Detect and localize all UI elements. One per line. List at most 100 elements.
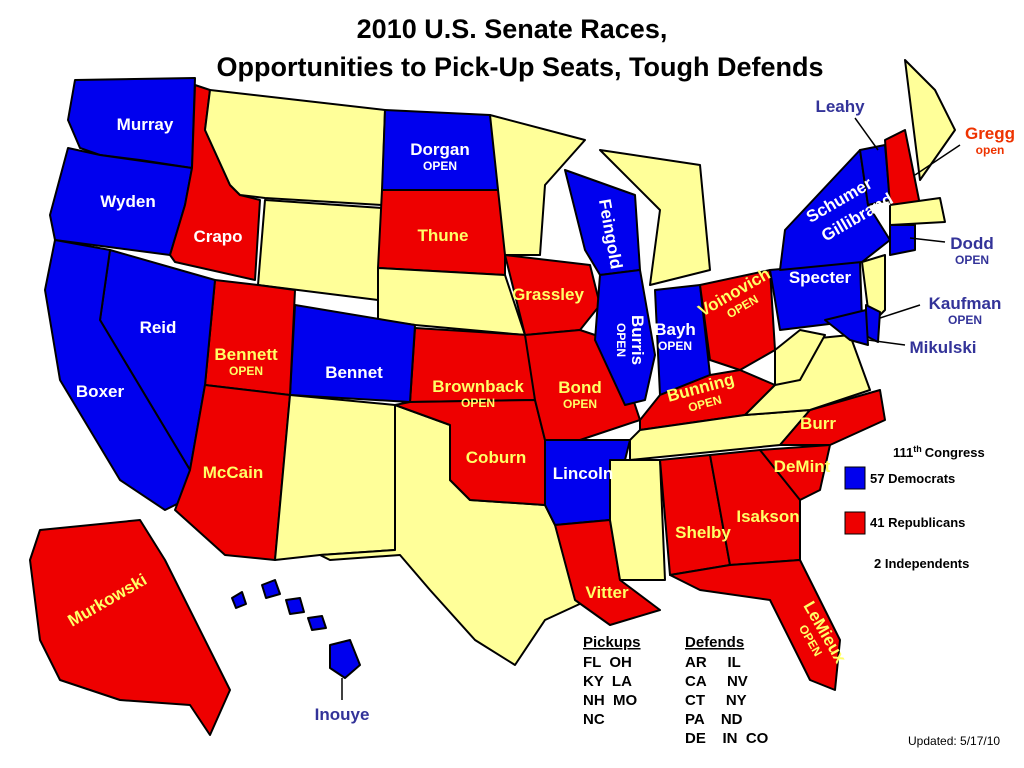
defend-row: PA ND — [685, 711, 743, 728]
legend-swatch — [844, 466, 866, 490]
leader-line — [854, 117, 879, 151]
senator-label: Reid — [140, 318, 177, 337]
senator-label: Vitter — [585, 583, 629, 602]
state — [489, 114, 586, 256]
leader-line — [879, 304, 921, 319]
defend-row: CT NY — [685, 692, 747, 709]
state — [759, 444, 831, 501]
legend-label: 57 Democrats — [870, 471, 955, 486]
title: Opportunities to Pick-Up Seats, Tough De… — [216, 52, 823, 82]
state — [779, 389, 886, 446]
senator-name: Isakson — [736, 507, 799, 526]
state — [889, 224, 916, 256]
congress-sup: th — [913, 444, 922, 454]
states — [29, 59, 956, 736]
senator-name: Coburn — [466, 448, 526, 467]
senator-label: Shelby — [675, 523, 731, 542]
state — [377, 267, 526, 336]
senator-label: Burr — [800, 414, 836, 433]
senator-status: OPEN — [229, 364, 263, 378]
senator-label: Murray — [117, 115, 174, 134]
senator-status: OPEN — [658, 339, 692, 353]
state — [231, 591, 247, 609]
congress: 111th Congress — [893, 444, 985, 460]
senator-label: Coburn — [466, 448, 526, 467]
pickup-row: KY LA — [583, 673, 632, 690]
state — [904, 59, 956, 181]
state — [669, 559, 841, 691]
senator-name: Dodd — [950, 234, 993, 253]
senator-name: Boxer — [76, 382, 125, 401]
state — [44, 239, 191, 511]
senator-status: OPEN — [614, 323, 628, 357]
senator-label: Boxer — [76, 382, 125, 401]
state — [29, 519, 231, 736]
legend-label: 2 Independents — [874, 556, 969, 571]
state — [594, 269, 656, 406]
senator-name: Wyden — [100, 192, 155, 211]
senator-name: Reid — [140, 318, 177, 337]
senator-name: Bennett — [214, 345, 278, 364]
senator-name: Crapo — [193, 227, 242, 246]
legend-label: 41 Republicans — [870, 515, 965, 530]
state — [504, 254, 601, 336]
legend-swatch — [844, 511, 866, 535]
pickup-row: NC — [583, 711, 605, 728]
state — [599, 149, 711, 286]
senator-name: Shelby — [675, 523, 731, 542]
defend-row: DE IN CO — [685, 730, 769, 747]
senator-label: Leahy — [815, 97, 865, 116]
state — [824, 309, 869, 346]
senator-name: Lincoln — [553, 464, 613, 483]
senator-label: Lincoln — [553, 464, 613, 483]
pickup-row: FL OH — [583, 654, 632, 671]
senator-label: Thune — [418, 226, 469, 245]
leader-line — [914, 144, 961, 176]
senator-label: Isakson — [736, 507, 799, 526]
congress-number: 111 — [893, 445, 913, 460]
state — [861, 254, 886, 326]
defend-row: CA NV — [685, 673, 748, 690]
senator-name: Specter — [789, 268, 852, 287]
senator-status: OPEN — [955, 253, 989, 267]
state — [307, 615, 327, 631]
state — [274, 394, 396, 561]
leader-lines — [341, 117, 961, 700]
senator-status: OPEN — [423, 159, 457, 173]
senator-name: Gregg — [965, 124, 1015, 143]
senator-label: Wyden — [100, 192, 155, 211]
senator-name: Grassley — [512, 285, 584, 304]
senator-name: Thune — [418, 226, 469, 245]
senator-label: Mikulski — [909, 338, 976, 357]
senator-name: Leahy — [815, 97, 865, 116]
senator-name: Bennet — [325, 363, 383, 382]
senator-name: Burr — [800, 414, 836, 433]
state — [774, 329, 826, 386]
state — [609, 459, 666, 581]
senator-name: Bayh — [654, 320, 696, 339]
congress-text: Congress — [925, 445, 985, 460]
senator-name: Dorgan — [410, 140, 470, 159]
defend-row: AR IL — [685, 654, 741, 671]
state — [699, 269, 776, 371]
senator-name: Burris — [628, 315, 647, 365]
senator-name: DeMint — [774, 457, 831, 476]
senator-name: Murray — [117, 115, 174, 134]
state — [261, 579, 281, 599]
senator-label: Bennet — [325, 363, 383, 382]
pickup-row: NH MO — [583, 692, 637, 709]
senator-label: McCain — [203, 463, 263, 482]
leader-line — [909, 237, 946, 243]
state — [329, 639, 361, 679]
senator-label: Crapo — [193, 227, 242, 246]
defends-header: Defends — [685, 634, 744, 651]
